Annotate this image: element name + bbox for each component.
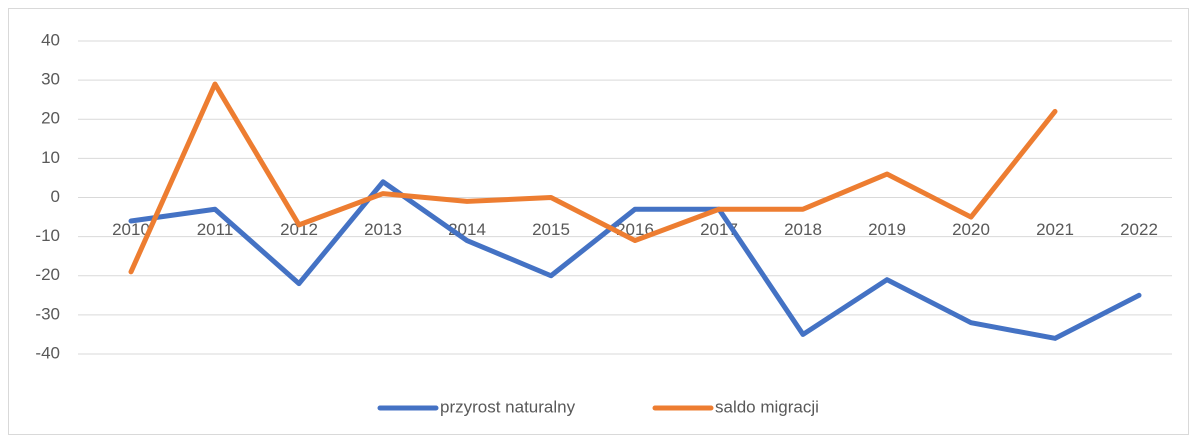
x-tick-label: 2013 — [364, 220, 402, 239]
x-tick-label: 2019 — [868, 220, 906, 239]
line-series — [128, 179, 1142, 341]
line-series — [128, 81, 1058, 275]
y-tick-label: -10 — [35, 226, 60, 245]
x-tick-label: 2020 — [952, 220, 990, 239]
y-tick-label: 40 — [41, 30, 60, 49]
y-tick-label: 10 — [41, 148, 60, 167]
y-tick-label: 30 — [41, 70, 60, 89]
x-tick-label: 2015 — [532, 220, 570, 239]
legend-label: przyrost naturalny — [440, 397, 576, 416]
y-tick-label: -30 — [35, 304, 60, 323]
x-tick-label: 2011 — [197, 220, 234, 239]
x-tick-label: 2012 — [280, 220, 318, 239]
y-tick-label: -40 — [35, 343, 60, 362]
x-tick-label: 2021 — [1036, 220, 1074, 239]
y-tick-label: 0 — [51, 187, 60, 206]
x-tick-label: 2018 — [784, 220, 822, 239]
x-tick-label: 2010 — [112, 220, 150, 239]
x-tick-label: 2022 — [1120, 220, 1158, 239]
legend-label: saldo migracji — [715, 397, 819, 416]
y-tick-label: 20 — [41, 109, 60, 128]
y-tick-label: -20 — [35, 265, 60, 284]
